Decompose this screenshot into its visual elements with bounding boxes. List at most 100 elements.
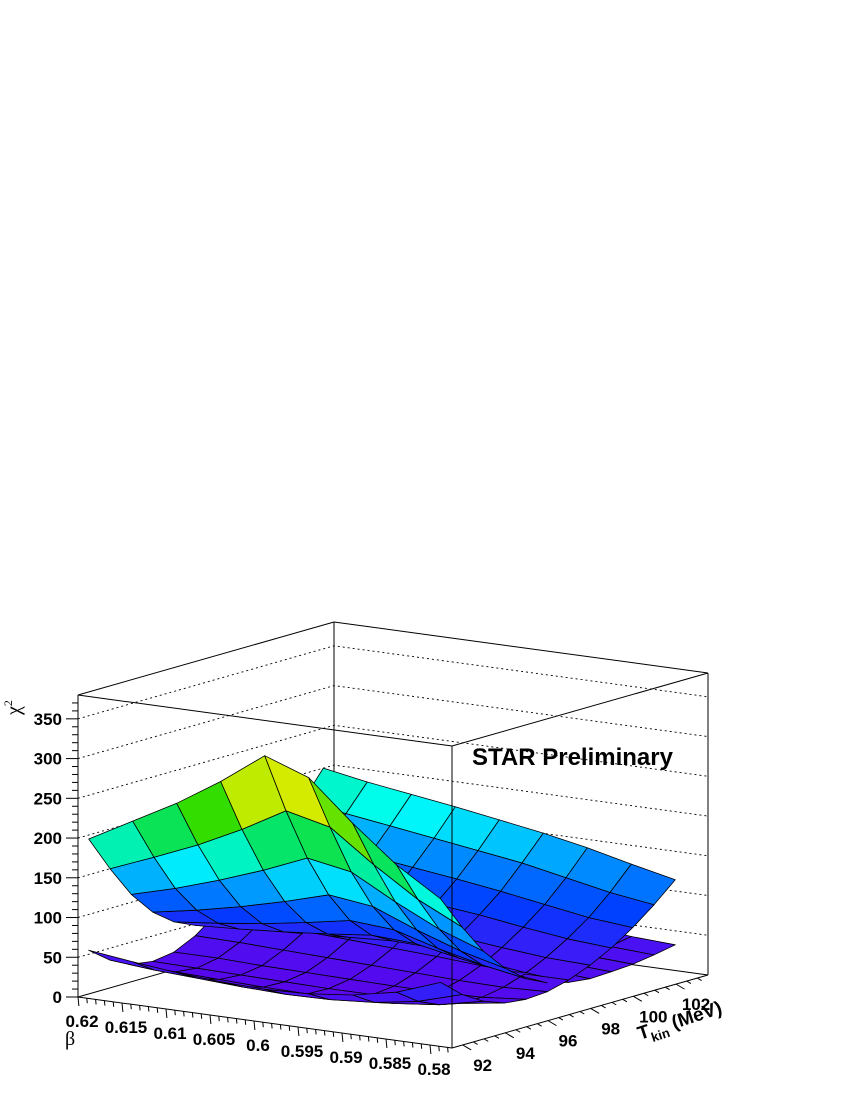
t-tick-label: 94 [516, 1044, 535, 1063]
t-tick [579, 1011, 585, 1015]
t-tick-label: 96 [559, 1032, 578, 1051]
beta-tick-label: 0.61 [153, 1024, 186, 1043]
beta-tick [244, 1019, 247, 1025]
t-tick [697, 977, 702, 981]
t-tick [675, 983, 685, 990]
beta-tick [306, 1028, 308, 1034]
beta-tick [288, 1025, 291, 1031]
beta-tick [323, 1030, 326, 1036]
z-tick-label: 50 [43, 948, 62, 967]
t-tick [654, 989, 660, 994]
frame-edge [333, 621, 709, 674]
beta-tick [341, 1032, 344, 1043]
beta-tick-label: 0.615 [105, 1018, 148, 1037]
y-axis-title: β [65, 1028, 75, 1050]
t-tick [505, 1032, 515, 1039]
t-tick [547, 1020, 557, 1027]
beta-tick [103, 1000, 106, 1006]
beta-tick [332, 1031, 335, 1037]
z-axis-title-superscript: 2 [1, 700, 15, 706]
beta-tick [183, 1011, 185, 1017]
frame-edge [77, 996, 453, 1049]
beta-tick [429, 1044, 432, 1055]
beta-tick [121, 1002, 124, 1013]
surfaces [88, 755, 676, 1006]
t-tick [665, 986, 670, 991]
frame-edge [77, 621, 335, 696]
beta-tick [394, 1040, 396, 1046]
t-tick [590, 1008, 600, 1014]
z-tick-label: 350 [34, 710, 62, 729]
beta-tick [77, 996, 80, 1007]
surface-cell [396, 864, 463, 928]
surface-cell [88, 949, 155, 971]
t-tick [643, 992, 649, 997]
beta-tick-label: 0.595 [281, 1042, 324, 1061]
beta-tick [95, 999, 97, 1005]
t-tick [611, 1001, 617, 1006]
beta-tick [191, 1012, 194, 1018]
surface-cell [396, 982, 463, 1002]
beta-tick [438, 1046, 440, 1052]
beta-tick [359, 1035, 361, 1041]
beta-tick-label: 0.6 [246, 1036, 270, 1055]
beta-tick [385, 1038, 388, 1049]
beta-tick [376, 1037, 379, 1043]
t-tick [686, 980, 692, 985]
beta-tick [165, 1008, 168, 1019]
t-tick [483, 1038, 489, 1042]
t-tick [622, 998, 628, 1003]
t-tick [633, 995, 643, 1002]
beta-tick [315, 1029, 317, 1035]
beta-tick [218, 1016, 220, 1022]
z-tick-label: 300 [34, 750, 62, 769]
frame-edge [77, 694, 453, 747]
t-tick [558, 1017, 564, 1021]
t-tick-label: 98 [601, 1019, 620, 1038]
t-tick-label: 100 [639, 1007, 667, 1026]
z-tick-label: 150 [34, 869, 62, 888]
beta-tick-label: 0.59 [329, 1048, 362, 1067]
beta-tick-label: 0.605 [193, 1030, 236, 1049]
beta-tick [411, 1042, 414, 1048]
beta-tick [200, 1013, 203, 1019]
t-tick [515, 1029, 521, 1033]
t-tick [569, 1014, 574, 1018]
beta-tick [235, 1018, 238, 1024]
beta-tick-label: 0.585 [369, 1054, 412, 1073]
beta-tick [279, 1024, 282, 1030]
z-axis-title: χ2 [1, 700, 25, 716]
beta-tick [174, 1010, 176, 1016]
t-tick [537, 1023, 542, 1027]
frame-edge [451, 672, 709, 747]
z-tick-label: 100 [34, 909, 62, 928]
beta-tick [262, 1022, 264, 1028]
beta-tick [130, 1004, 132, 1010]
beta-tick [227, 1017, 229, 1023]
beta-tick-label: 0.58 [417, 1060, 450, 1079]
t-tick [601, 1004, 606, 1009]
t-tick [462, 1044, 472, 1051]
t-tick-label: 92 [473, 1056, 492, 1075]
z-tick-label: 200 [34, 829, 62, 848]
beta-tick [209, 1014, 212, 1025]
beta-tick [350, 1034, 352, 1040]
beta-tick [271, 1023, 273, 1029]
beta-tick-label: 0.62 [65, 1012, 98, 1031]
annotation-text: STAR Preliminary [472, 744, 674, 771]
beta-tick [367, 1036, 370, 1042]
beta-tick [420, 1043, 423, 1049]
beta-tick [156, 1007, 159, 1013]
z-tick-label: 0 [53, 988, 62, 1007]
beta-tick [147, 1006, 150, 1012]
beta-tick [403, 1041, 405, 1047]
t-tick [473, 1041, 478, 1045]
tick-labels: 0 50 100 150 200 250 300 350 0.62 0.615 0.61 0.605 0… [34, 710, 711, 1079]
beta-tick [253, 1020, 256, 1031]
t-tick-label: 102 [682, 995, 710, 1014]
z-tick-label: 250 [34, 789, 62, 808]
t-tick [526, 1026, 532, 1030]
beta-tick [447, 1047, 449, 1053]
t-tick [494, 1035, 500, 1039]
